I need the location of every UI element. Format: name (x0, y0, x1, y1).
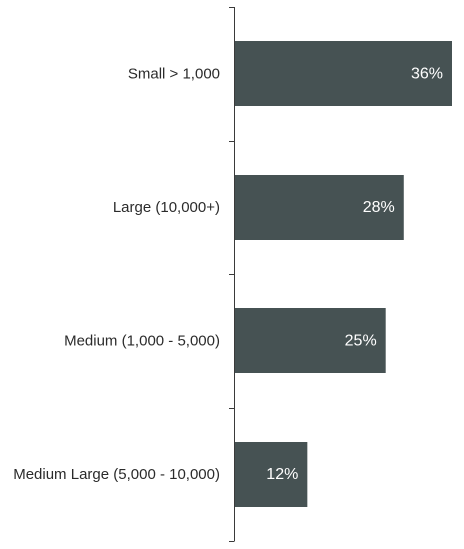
category-label: Medium (1,000 - 5,000) (64, 332, 220, 349)
category-label: Medium Large (5,000 - 10,000) (13, 466, 220, 483)
value-label: 25% (345, 332, 377, 349)
category-labels: Small > 1,000 Large (10,000+) Medium (1,00… (13, 65, 220, 483)
bars (235, 41, 452, 507)
value-label: 12% (266, 466, 298, 483)
y-axis-ticks (229, 7, 235, 542)
category-label: Small > 1,000 (128, 65, 220, 82)
value-label: 36% (411, 65, 443, 82)
bar (235, 442, 308, 507)
value-label: 28% (363, 199, 395, 216)
bar (235, 175, 404, 240)
category-label: Large (10,000+) (113, 199, 220, 216)
value-labels: 36% 28% 25% 12% (266, 65, 443, 483)
bar (235, 41, 452, 106)
bar (235, 308, 386, 373)
